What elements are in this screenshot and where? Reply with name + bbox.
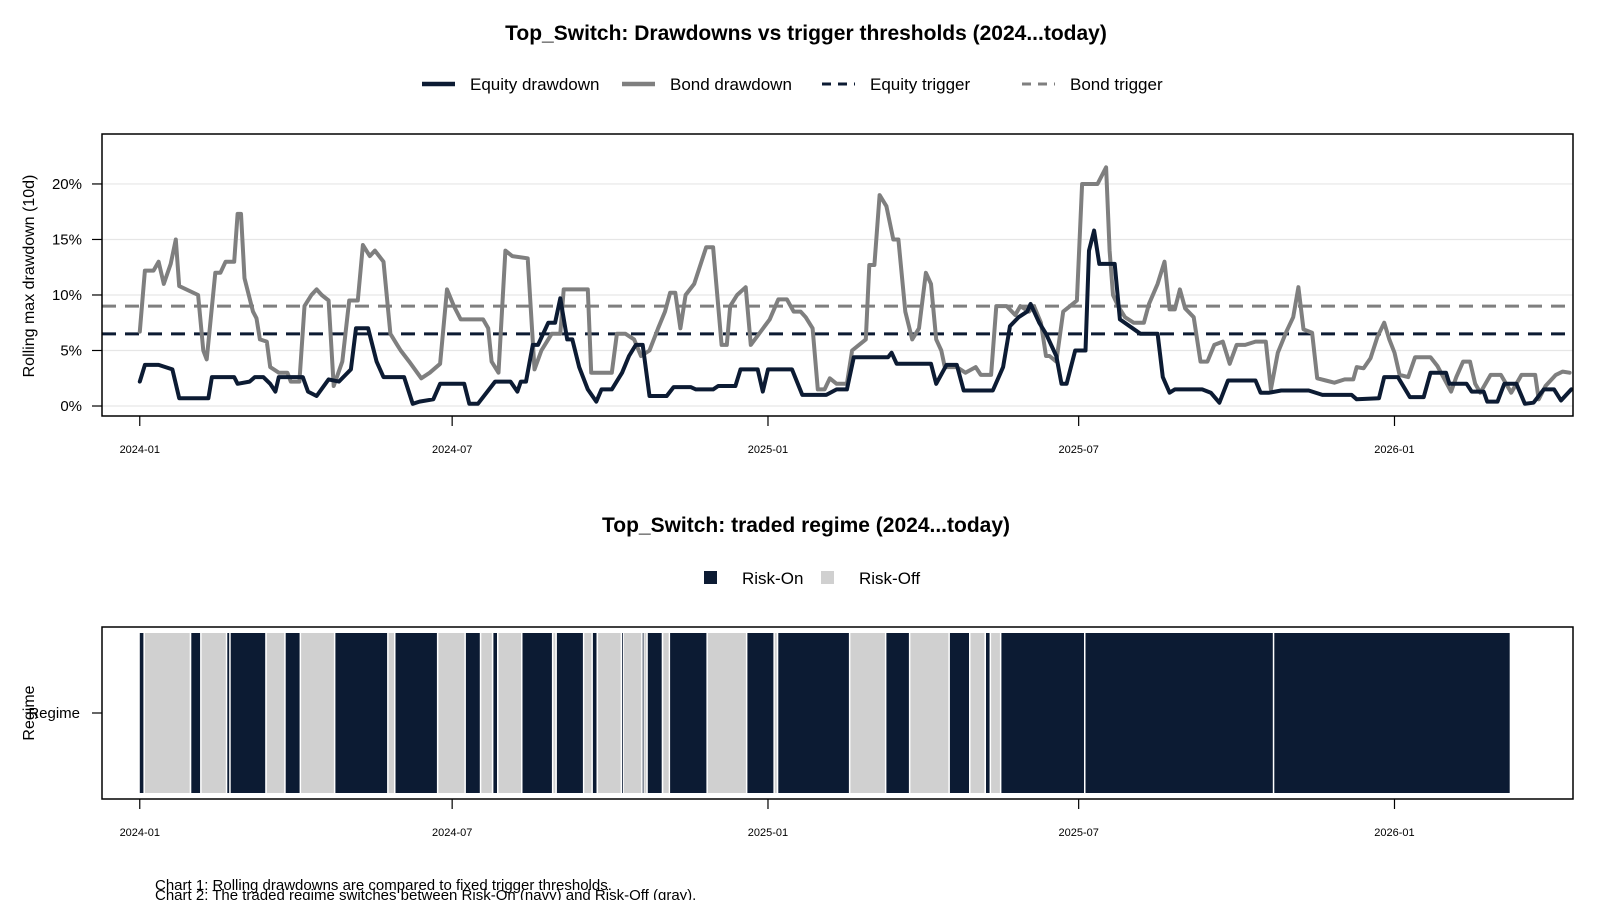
regime-segment-9-risk-off	[301, 633, 334, 793]
chart2-x-tick-label-2024-07: 2024-07	[432, 827, 472, 839]
legend-label-bond-trigger: Bond trigger	[1070, 75, 1163, 94]
caption-chart2: Chart 2: The traded regime switches betw…	[155, 887, 696, 900]
series-bond-drawdown-line	[137, 165, 1572, 402]
regime-segment-38-risk-on	[949, 633, 969, 793]
chart1-y-tick-label-5: 5%	[60, 342, 82, 359]
chart1-y-axis-label: Rolling max drawdown (10d)	[21, 175, 38, 378]
regime-segment-7-risk-off	[266, 633, 285, 793]
regime-segment-13-risk-off	[438, 633, 465, 793]
regime-segment-6-risk-on	[230, 633, 266, 793]
regime-segment-21-risk-off	[584, 633, 592, 793]
regime-segment-40-risk-on	[986, 633, 990, 793]
chart1-x-tick-label-2024-01: 2024-01	[120, 444, 160, 456]
regime-segment-33-risk-off	[774, 633, 777, 793]
legend-label-equity-drawdown: Equity drawdown	[470, 75, 599, 94]
regime-segment-19-risk-off	[553, 633, 556, 793]
legend-label-equity-trigger: Equity trigger	[870, 75, 970, 94]
legend-label-risk-off: Risk-Off	[859, 569, 920, 588]
regime-segment-37-risk-off	[910, 633, 949, 793]
chart2-legend: Risk-On Risk-Off	[704, 569, 920, 588]
chart1-plot-frame	[101, 133, 1574, 417]
regime-segment-16-risk-on	[493, 633, 497, 793]
legend-label-risk-on: Risk-On	[742, 569, 803, 588]
regime-segment-42-risk-on	[1001, 633, 1084, 793]
chart2-y-tick: Regime	[28, 705, 102, 722]
chart1-y-tick-label-20: 20%	[52, 176, 82, 193]
regime-segment-2-risk-off	[144, 633, 190, 793]
regime-segment-41-risk-off	[991, 633, 1000, 793]
chart1-y-tick-label-0: 0%	[60, 398, 82, 415]
regime-segment-26-risk-on	[642, 633, 644, 793]
chart1-series	[137, 165, 1574, 406]
regime-segment-35-risk-off	[850, 633, 885, 793]
regime-segment-5-risk-on	[227, 633, 230, 793]
chart2-title: Top_Switch: traded regime (2024...today)	[602, 514, 1010, 537]
chart1-x-tick-label-2026-01: 2026-01	[1374, 444, 1414, 456]
regime-segment-27-risk-off	[644, 633, 647, 793]
regime-segment-3-risk-on	[191, 633, 201, 793]
chart2-y-axis-label: Regime	[21, 685, 38, 740]
regime-segment-17-risk-off	[498, 633, 521, 793]
chart2-x-tick-label-2025-01: 2025-01	[748, 827, 788, 839]
regime-segment-23-risk-off	[598, 633, 621, 793]
chart1-y-ticks: 0% 5% 10% 15% 20%	[52, 176, 102, 415]
chart2-y-tick-label: Regime	[28, 705, 80, 722]
regime-segment-8-risk-on	[285, 633, 300, 793]
regime-segment-34-risk-on	[778, 633, 849, 793]
chart1-gridlines	[102, 183, 1573, 407]
chart2-x-tick-label-2025-07: 2025-07	[1058, 827, 1098, 839]
regime-segment-32-risk-on	[747, 633, 774, 793]
chart2-regime-segments	[139, 633, 1510, 793]
regime-segment-15-risk-off	[481, 633, 492, 793]
regime-segment-10-risk-on	[335, 633, 388, 793]
chart1-y-tick-label-10: 10%	[52, 287, 82, 304]
regime-segment-25-risk-off	[623, 633, 642, 793]
chart2-x-ticks: 2024-01 2024-07 2025-01 2025-07 2026-01	[120, 799, 1415, 839]
regime-segment-4-risk-off	[201, 633, 226, 793]
regime-segment-39-risk-off	[970, 633, 985, 793]
regime-segment-22-risk-on	[592, 633, 597, 793]
regime-segment-36-risk-on	[886, 633, 909, 793]
chart2-x-tick-label-2026-01: 2026-01	[1374, 827, 1414, 839]
regime-segment-30-risk-on	[670, 633, 707, 793]
regime-segment-1-risk-on	[139, 633, 144, 793]
regime-segment-12-risk-on	[395, 633, 437, 793]
regime-segment-31-risk-off	[707, 633, 746, 793]
chart1-x-tick-label-2025-01: 2025-01	[748, 444, 788, 456]
legend-swatch-risk-on	[704, 571, 717, 584]
regime-segment-43-risk-on	[1085, 633, 1273, 793]
chart1-legend: Equity drawdown Bond drawdown Equity tri…	[422, 75, 1163, 94]
series-equity-drawdown-line	[137, 228, 1574, 406]
chart2-x-tick-label-2024-01: 2024-01	[120, 827, 160, 839]
regime-segment-14-risk-on	[465, 633, 480, 793]
chart1-title: Top_Switch: Drawdowns vs trigger thresho…	[505, 22, 1107, 45]
chart1-x-tick-label-2025-07: 2025-07	[1058, 444, 1098, 456]
regime-segment-18-risk-on	[522, 633, 552, 793]
regime-segment-24-risk-on	[622, 633, 623, 793]
chart1-trigger-lines	[102, 304, 1573, 336]
chart1-x-tick-label-2024-07: 2024-07	[432, 444, 472, 456]
regime-segment-44-risk-on	[1274, 633, 1510, 793]
regime-segment-29-risk-off	[663, 633, 669, 793]
chart1-x-ticks: 2024-01 2024-07 2025-01 2025-07 2026-01	[120, 416, 1415, 456]
chart1-y-tick-label-15: 15%	[52, 231, 82, 248]
caption-chart1: Chart 1: Rolling drawdowns are compared …	[155, 877, 612, 894]
legend-label-bond-drawdown: Bond drawdown	[670, 75, 792, 94]
regime-segment-28-risk-on	[647, 633, 662, 793]
legend-swatch-risk-off	[821, 571, 834, 584]
regime-segment-20-risk-on	[556, 633, 583, 793]
regime-segment-11-risk-off	[388, 633, 394, 793]
